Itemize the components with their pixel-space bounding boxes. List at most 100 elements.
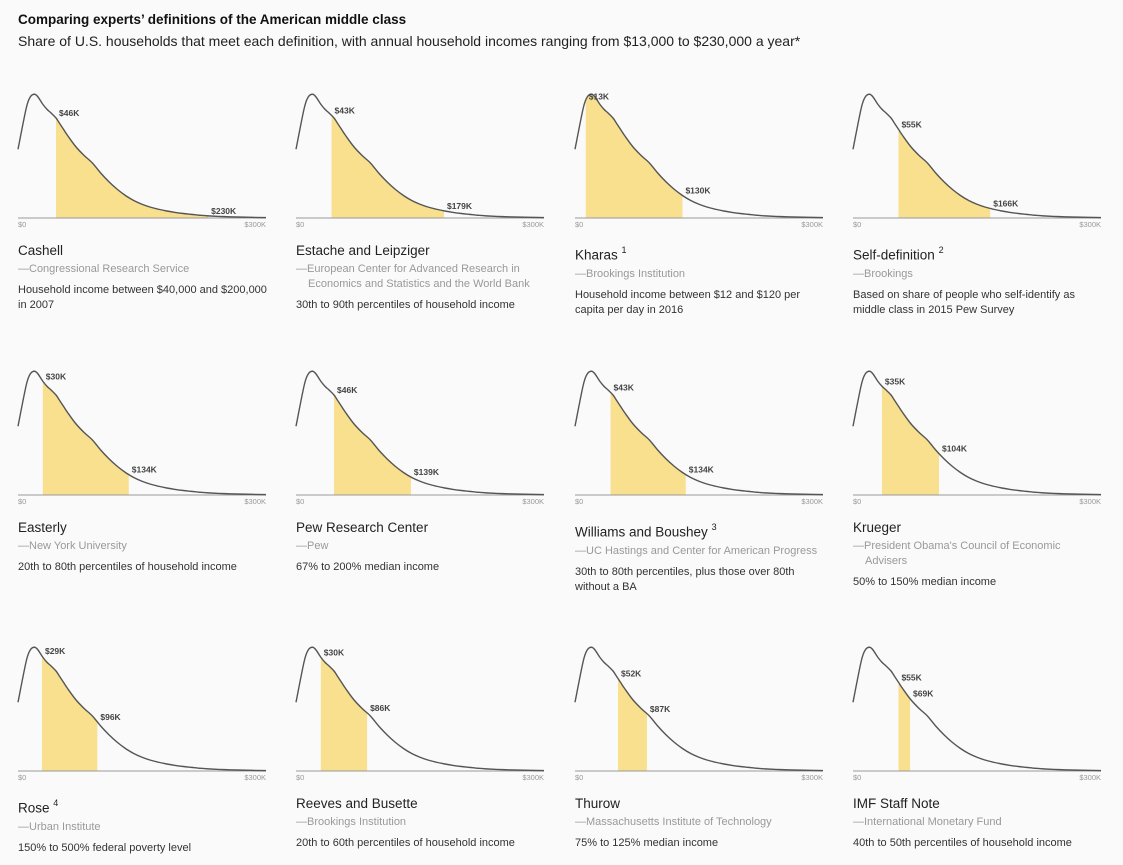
x-tick-label: $300K: [1079, 220, 1101, 229]
x-tick-label: $300K: [522, 773, 544, 782]
definition-name-text: Self-definition: [853, 247, 935, 263]
definition-description: 40th to 50th percentiles of household in…: [853, 837, 1072, 849]
definition-name-text: Kharas: [575, 247, 618, 263]
high-threshold-label: $134K: [689, 465, 715, 475]
low-threshold-label: $43K: [335, 106, 356, 116]
chart-panel: $0 $300K $35K $104K Krueger —President Obama'…: [852, 360, 1105, 590]
definition-source: —Brookings: [853, 267, 913, 280]
x-tick-label: $300K: [801, 773, 823, 782]
high-threshold-label: $179K: [447, 201, 473, 211]
chart-panel: $0 $300K $46K $139K Pew Research Center —Pew 6…: [295, 360, 548, 575]
definition-source: —President Obama's Council of Economic A…: [853, 540, 1061, 567]
low-threshold-label: $46K: [59, 108, 80, 118]
x-tick-label: $300K: [1079, 773, 1101, 782]
income-distribution-line: [852, 370, 1102, 496]
distribution-chart: $0 $300K $43K $179K: [295, 93, 545, 229]
middle-class-band: [42, 381, 129, 495]
chart-panel: $0 $300K $55K $166K Self-definition 2 —Brooki…: [852, 83, 1105, 318]
distribution-chart: $0 $300K $55K $69K: [852, 646, 1102, 782]
x-tick-label: $0: [18, 773, 26, 782]
definition-name-text: Reeves and Busette: [296, 796, 418, 811]
x-tick-label: $0: [853, 220, 861, 229]
high-threshold-label: $166K: [993, 198, 1019, 208]
income-distribution-line: [295, 370, 545, 496]
high-threshold-label: $96K: [100, 712, 121, 722]
chart-panel: $0 $300K $43K $179K Estache and Leipziger —Eu…: [295, 83, 548, 313]
high-threshold-label: $87K: [650, 704, 671, 714]
income-distribution-line: [852, 93, 1102, 219]
x-tick-label: $0: [853, 773, 861, 782]
high-threshold-label: $139K: [414, 467, 440, 477]
definition-name-text: Thurow: [575, 796, 621, 811]
definition-name: Reeves and Busette: [296, 796, 548, 812]
definition-source: —Brookings Institution: [296, 816, 407, 828]
definition-description: 30th to 90th percentiles of household in…: [296, 299, 515, 311]
chart-panel: $0 $300K $43K $134K Williams and Boushey 3 —U…: [574, 360, 827, 595]
x-tick-label: $300K: [244, 773, 266, 782]
x-tick-label: $300K: [801, 497, 823, 506]
middle-class-band: [610, 392, 686, 495]
income-distribution-line: [295, 646, 545, 772]
definition-description: Household income between $12 and $120 pe…: [575, 288, 801, 316]
income-distribution-line: [17, 93, 267, 219]
definition-name-text: Cashell: [18, 243, 64, 258]
low-threshold-label: $55K: [901, 672, 922, 682]
definition-description: 20th to 80th percentiles of household in…: [18, 561, 237, 573]
chart-subtitle: Share of U.S. households that meet each …: [18, 33, 801, 49]
definition-name: Easterly: [18, 520, 270, 536]
middle-class-band: [617, 678, 647, 771]
low-threshold-label: $43K: [614, 383, 635, 393]
chart-title: Comparing experts’ definitions of the Am…: [18, 12, 407, 27]
definition-description: 150% to 500% federal poverty level: [18, 841, 192, 854]
middle-class-band: [334, 395, 411, 495]
definition-description: 67% to 200% median income: [296, 561, 440, 573]
definition-description: Household income between $40,000 and $20…: [18, 284, 267, 311]
definition-description: 50% to 150% median income: [853, 576, 997, 588]
low-threshold-label: $35K: [885, 376, 906, 386]
definition-name: Pew Research Center: [296, 520, 548, 536]
distribution-chart: $0 $300K $35K $104K: [852, 370, 1102, 506]
distribution-chart: $0 $300K $30K $86K: [295, 646, 545, 782]
definition-source: —Massachusetts Institute of Technology: [575, 816, 772, 828]
middle-class-band: [881, 386, 939, 495]
definition-source: —Urban Institute: [18, 820, 101, 833]
x-tick-label: $300K: [244, 220, 266, 229]
high-threshold-label: $86K: [370, 703, 391, 713]
chart-panel: $0 $300K $46K $230K Cashell —Congressional Re…: [17, 83, 270, 313]
definition-source: —UC Hastings and Center for American Pro…: [575, 544, 818, 557]
income-distribution-line: [295, 93, 545, 219]
x-tick-label: $0: [296, 773, 304, 782]
low-threshold-label: $46K: [337, 385, 358, 395]
footnote-marker: 3: [711, 522, 717, 532]
definition-source: —Pew: [296, 540, 329, 552]
low-threshold-label: $52K: [621, 669, 642, 679]
distribution-chart: $0 $300K $52K $87K: [574, 646, 824, 782]
x-tick-label: $300K: [1079, 497, 1101, 506]
footnote-marker: 4: [53, 798, 59, 808]
definition-name: Thurow: [575, 796, 827, 812]
distribution-chart: $0 $300K $46K $230K: [17, 93, 267, 229]
middle-class-band: [56, 118, 209, 218]
definition-name: Williams and Boushey 3: [575, 520, 827, 541]
distribution-chart: $0 $300K $55K $166K: [852, 93, 1102, 229]
definition-source: —Brookings Institution: [575, 267, 686, 280]
x-tick-label: $0: [575, 220, 583, 229]
definition-name: Kharas 1: [575, 243, 827, 264]
chart-panel: $0 $300K $30K $134K Easterly —New York Univer…: [17, 360, 270, 575]
low-threshold-label: $55K: [901, 119, 922, 129]
chart-panel: $0 $300K $30K $86K Reeves and Busette —Brooki…: [295, 636, 548, 851]
definition-name: Rose 4: [18, 796, 270, 817]
x-tick-label: $0: [18, 220, 26, 229]
x-tick-label: $0: [575, 497, 583, 506]
x-tick-label: $0: [296, 497, 304, 506]
low-threshold-label: $30K: [46, 371, 67, 381]
chart-panel: $0 $300K $52K $87K Thurow —Massachusetts Inst…: [574, 636, 827, 851]
middle-class-band: [320, 657, 368, 771]
distribution-chart: $0 $300K $46K $139K: [295, 370, 545, 506]
footnote-marker: 1: [621, 245, 627, 255]
income-distribution-line: [574, 93, 824, 219]
x-tick-label: $0: [575, 773, 583, 782]
distribution-chart: $0 $300K $13K $130K: [574, 91, 824, 229]
distribution-chart: $0 $300K $43K $134K: [574, 370, 824, 506]
definition-name: IMF Staff Note: [853, 796, 1105, 812]
